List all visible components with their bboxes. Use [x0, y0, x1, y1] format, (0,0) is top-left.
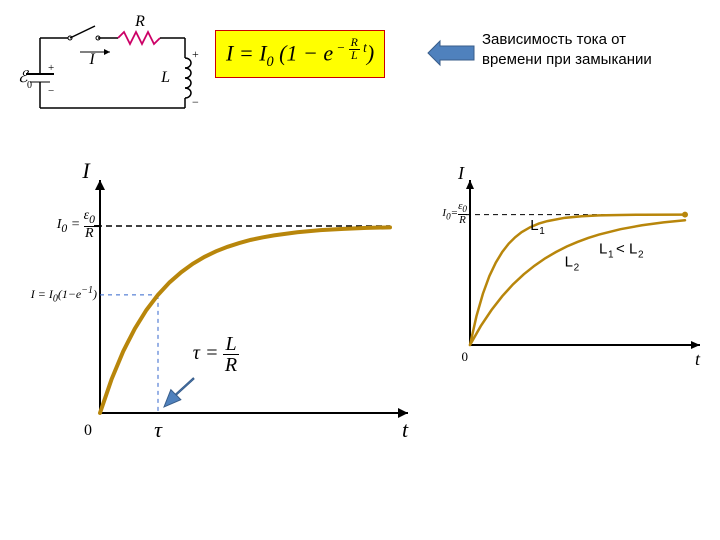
svg-text:I: I — [457, 163, 465, 183]
svg-text:0: 0 — [462, 349, 469, 364]
rl-circuit: IR+−L+−ℰ0 — [10, 8, 200, 128]
svg-text:−: − — [192, 95, 199, 109]
svg-text:+: + — [48, 62, 54, 74]
annotation-line2: времени при замыкании — [482, 50, 712, 70]
svg-text:+: + — [192, 47, 199, 61]
svg-text:L: L — [599, 241, 607, 258]
left-chart: It0τI0 = ε0RI = I0(1−e−1)τ = LR — [5, 145, 425, 455]
svg-text:0: 0 — [84, 422, 92, 439]
annotation-line1: Зависимость тока от — [482, 30, 712, 50]
svg-text:1: 1 — [539, 226, 545, 237]
svg-text:L: L — [160, 69, 170, 86]
svg-text:<: < — [616, 241, 625, 258]
svg-text:2: 2 — [638, 250, 644, 261]
svg-text:τ: τ — [154, 417, 163, 442]
right-chart: It0I0=ε0RL1L2L1<L2 — [415, 155, 715, 380]
svg-text:L: L — [565, 254, 573, 271]
svg-text:L: L — [530, 217, 538, 234]
svg-text:1: 1 — [608, 250, 614, 261]
main-equation: I = I0 (1 − e − R L t) — [215, 30, 385, 78]
svg-text:0: 0 — [27, 80, 32, 91]
svg-text:−: − — [48, 85, 54, 97]
eq-I: I — [226, 41, 233, 66]
svg-text:t: t — [402, 417, 409, 442]
svg-text:t: t — [695, 349, 701, 369]
svg-text:2: 2 — [574, 263, 580, 274]
svg-text:I: I — [81, 158, 91, 183]
svg-text:R: R — [134, 13, 145, 30]
svg-text:I: I — [88, 51, 95, 68]
svg-text:L: L — [629, 241, 637, 258]
annotation-text: Зависимость тока от времени при замыкани… — [482, 30, 712, 69]
arrow-to-equation — [426, 38, 476, 68]
